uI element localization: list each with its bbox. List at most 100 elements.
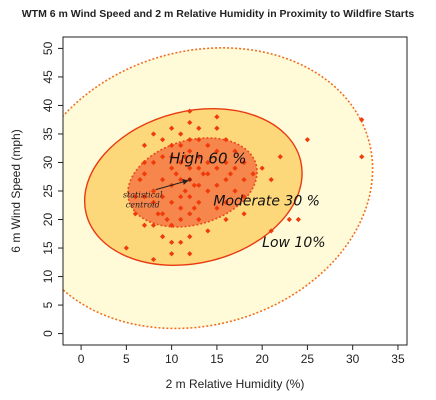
data-point: [277, 154, 283, 160]
data-point: [223, 216, 229, 223]
data-point: [150, 131, 157, 137]
data-point: [159, 176, 166, 183]
data-point: [259, 165, 265, 171]
chart-title: WTM 6 m Wind Speed and 2 m Relative Humi…: [22, 8, 415, 20]
data-point: [159, 137, 166, 143]
y-tick-label: 30: [41, 155, 55, 169]
data-point: [137, 176, 143, 183]
data-point: [286, 216, 292, 223]
data-point: [191, 205, 197, 211]
data-point: [205, 142, 211, 148]
zone-label-low: Low 10%: [262, 235, 325, 251]
data-point: [268, 176, 274, 183]
statistical-centroid: statistical centroid: [123, 177, 192, 210]
x-tick-label: 30: [346, 352, 360, 366]
data-point: [187, 251, 193, 257]
data-point: [359, 117, 365, 123]
x-axis: 0 5 10 15 20 25 30 35: [78, 345, 405, 366]
data-point: [227, 171, 234, 177]
data-point: [232, 148, 238, 154]
data-point: [169, 154, 175, 160]
zone-label-high: High 60 %: [169, 150, 246, 168]
data-point: [223, 137, 229, 143]
data-point: [187, 148, 193, 154]
data-point: [169, 125, 175, 131]
x-tick-label: 35: [391, 352, 405, 366]
y-tick-label: 45: [41, 70, 55, 84]
x-tick-label: 15: [210, 352, 224, 366]
data-point: [196, 154, 202, 160]
probability-zones: [63, 47, 374, 330]
data-point: [187, 234, 193, 240]
data-point: [182, 154, 188, 160]
data-point: [205, 228, 211, 234]
data-point: [178, 142, 184, 148]
data-point: [169, 199, 175, 206]
y-tick-label: 15: [41, 241, 55, 255]
centroid-dot: [187, 177, 192, 182]
data-point: [182, 188, 188, 194]
data-point: [196, 137, 202, 143]
data-point: [205, 171, 211, 177]
y-tick-label: 0: [41, 330, 55, 337]
data-point: [123, 245, 129, 251]
x-tick-label: 25: [301, 352, 315, 366]
data-point: [241, 159, 247, 166]
data-point: [196, 165, 202, 171]
data-point: [173, 171, 179, 177]
x-tick-label: 5: [123, 352, 130, 366]
data-point: [159, 234, 166, 240]
data-point: [187, 137, 193, 143]
y-tick-label: 40: [41, 98, 55, 112]
zone-ellipse-high: [127, 137, 258, 228]
data-point: [205, 188, 211, 194]
y-tick-label: 5: [41, 301, 55, 308]
data-point: [141, 222, 148, 228]
data-point: [214, 205, 220, 211]
data-point: [241, 211, 247, 217]
y-axis-label: 6 m Wind Speed (mph): [9, 129, 23, 252]
data-point: [196, 182, 202, 188]
data-point: [169, 222, 175, 228]
x-axis-label: 2 m Relative Humidity (%): [166, 377, 305, 391]
data-point: [150, 199, 157, 206]
data-point: [232, 165, 238, 171]
data-point: [214, 165, 220, 171]
data-point: [132, 211, 139, 217]
centroid-label: statistical centroid: [123, 191, 163, 210]
data-point: [155, 211, 161, 217]
data-point: [214, 148, 220, 154]
data-point: [169, 165, 175, 171]
data-point: [141, 194, 148, 200]
data-point: [232, 188, 238, 194]
data-point: [150, 188, 157, 194]
y-axis: 0 5 10 15 20 25 30 35 40 45 50: [41, 41, 63, 337]
y-tick-label: 25: [41, 184, 55, 198]
data-point: [141, 171, 148, 177]
data-point: [214, 125, 220, 131]
data-point: [205, 159, 211, 166]
data-point: [304, 137, 311, 143]
data-point: [169, 251, 175, 257]
data-point: [178, 159, 184, 166]
data-point: [178, 239, 184, 245]
data-point: [169, 142, 175, 148]
x-tick-label: 20: [255, 352, 269, 366]
data-point: [187, 211, 193, 217]
data-point: [159, 154, 166, 160]
data-point: [150, 222, 157, 228]
data-point: [187, 119, 193, 126]
data-point: [150, 159, 157, 166]
data-point: [214, 114, 220, 120]
data-point: [359, 154, 365, 160]
data-point: [178, 131, 184, 137]
data-point: [268, 228, 274, 234]
data-point: [187, 165, 193, 171]
data-point: [191, 182, 197, 188]
data-point: [178, 194, 184, 200]
data-point: [223, 159, 229, 166]
data-point: [187, 194, 193, 200]
data-point: [141, 142, 148, 148]
data-point: [241, 176, 247, 183]
y-tick-label: 20: [41, 213, 55, 227]
